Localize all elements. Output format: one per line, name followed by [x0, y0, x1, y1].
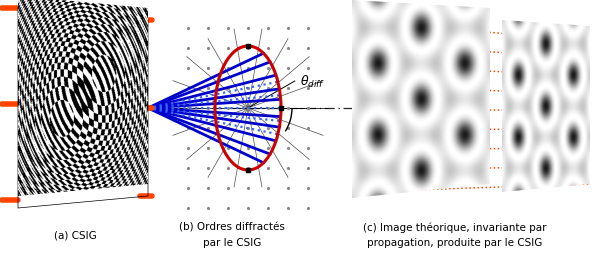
Text: $\theta_{diff}$: $\theta_{diff}$: [300, 74, 325, 90]
Text: par le CSIG: par le CSIG: [203, 238, 261, 248]
Text: (a) CSIG: (a) CSIG: [54, 230, 96, 240]
Text: z: z: [575, 119, 580, 129]
Text: propagation, produite par le CSIG: propagation, produite par le CSIG: [367, 238, 543, 248]
Text: (c) Image théorique, invariante par: (c) Image théorique, invariante par: [363, 223, 547, 233]
Text: 2.r: 2.r: [371, 11, 387, 21]
Text: (b) Ordres diffractés: (b) Ordres diffractés: [179, 223, 285, 233]
